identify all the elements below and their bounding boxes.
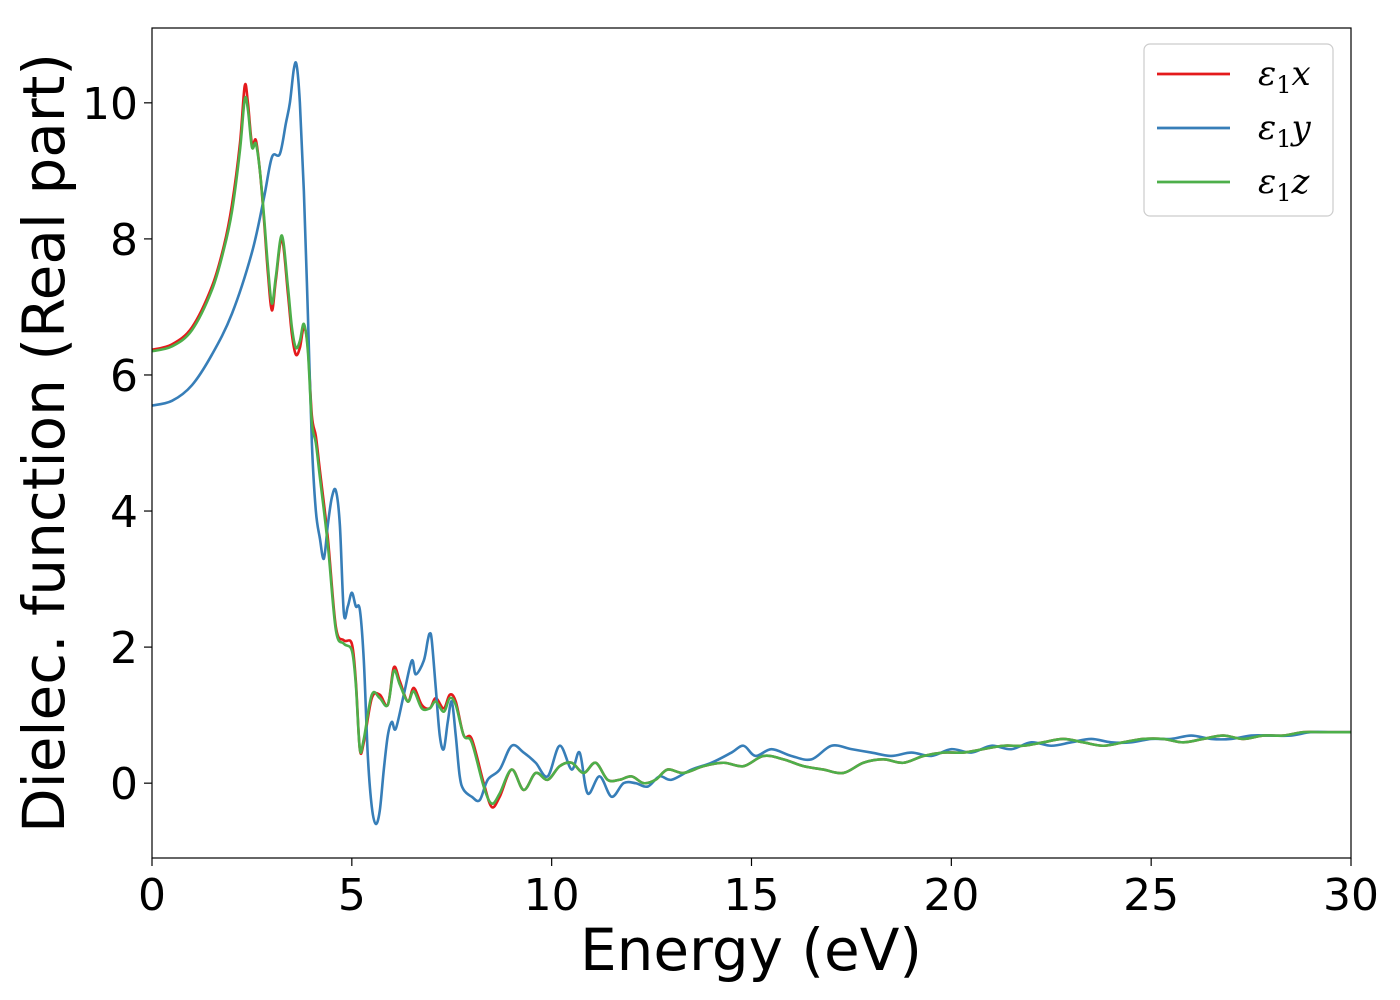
x-tick-label: 30 xyxy=(1323,870,1379,921)
series-line-2 xyxy=(152,61,1351,826)
x-tick-label: 5 xyxy=(338,870,366,921)
x-tick-label: 0 xyxy=(138,870,166,921)
x-tick-label: 25 xyxy=(1123,870,1179,921)
y-tick-label: 10 xyxy=(82,79,138,130)
y-tick-label: 8 xyxy=(110,215,138,266)
y-tick-label: 4 xyxy=(110,487,138,538)
x-axis: 0 5 10 15 20 25 30 xyxy=(138,858,1379,921)
y-tick-label: 0 xyxy=(110,759,138,810)
legend-label-1: ε1x xyxy=(1258,54,1311,99)
y-axis: 0 2 4 6 8 10 xyxy=(82,79,152,810)
legend-box xyxy=(1143,43,1334,217)
x-tick-label: 20 xyxy=(923,870,979,921)
legend-label-3: ε1z xyxy=(1258,162,1311,207)
x-axis-label: Energy (eV) xyxy=(580,916,922,984)
y-tick-label: 2 xyxy=(110,623,138,674)
y-axis-label: Dielec. function (Real part) xyxy=(10,53,78,833)
y-tick-label: 6 xyxy=(110,351,138,402)
x-tick-label: 15 xyxy=(724,870,780,921)
legend-label-2: ε1y xyxy=(1258,108,1312,153)
series-layer xyxy=(152,61,1351,826)
legend: ε1x ε1y ε1z xyxy=(1143,43,1334,217)
series-line-3 xyxy=(152,95,1351,805)
x-tick-label: 10 xyxy=(524,870,580,921)
